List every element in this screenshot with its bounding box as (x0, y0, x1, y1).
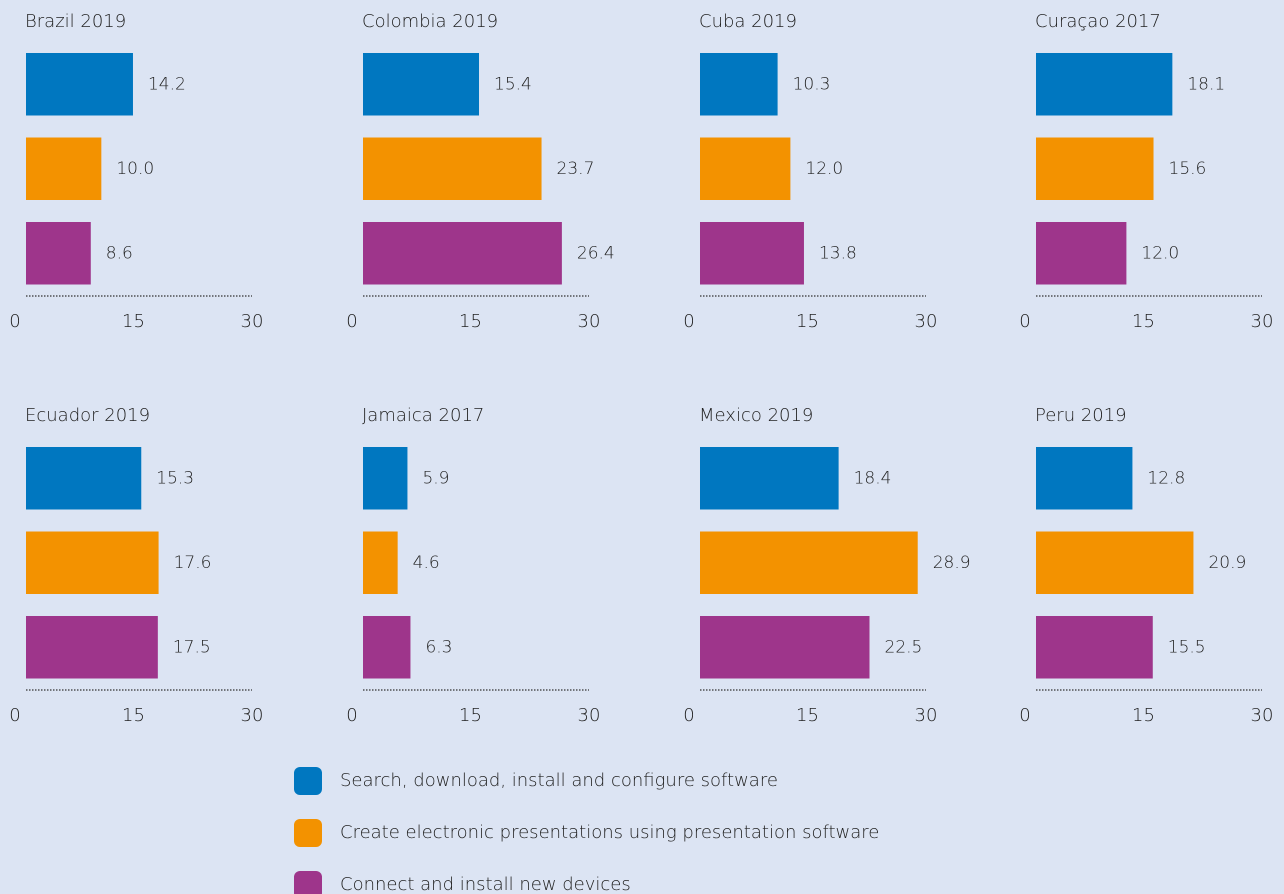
bar (26, 616, 158, 679)
bar (363, 616, 411, 679)
value-label: 26.4 (577, 243, 615, 263)
x-tick-label: 30 (578, 311, 601, 332)
legend-label: Search, download, install and configure … (340, 770, 778, 791)
x-tick-label: 30 (915, 311, 938, 332)
bar (1036, 531, 1194, 594)
bar (363, 447, 408, 510)
value-label: 28.9 (933, 553, 971, 573)
value-label: 12.0 (805, 159, 843, 179)
panel-title: Mexico 2019 (699, 405, 813, 426)
value-label: 15.4 (494, 74, 532, 94)
legend-label: Create electronic presentations using pr… (340, 822, 879, 843)
value-label: 17.6 (174, 553, 212, 573)
x-tick-label: 30 (241, 705, 264, 726)
value-label: 14.2 (148, 74, 186, 94)
panel-title: Curaçao 2017 (1035, 11, 1161, 32)
legend-swatch (294, 819, 322, 847)
x-tick-label: 15 (1132, 311, 1155, 332)
bar (26, 447, 142, 510)
value-label: 6.3 (425, 637, 452, 657)
panel-title: Peru 2019 (1035, 405, 1127, 426)
bar (1036, 447, 1133, 510)
bar (1036, 53, 1173, 116)
bar (1036, 616, 1153, 679)
bar (700, 531, 918, 594)
value-label: 4.6 (413, 553, 440, 573)
panel-title: Brazil 2019 (25, 11, 126, 32)
x-tick-label: 0 (683, 705, 694, 726)
legend-label: Connect and install new devices (340, 874, 631, 894)
x-tick-label: 0 (1019, 705, 1030, 726)
bar (363, 222, 562, 285)
x-tick-label: 0 (9, 705, 20, 726)
value-label: 12.8 (1147, 468, 1185, 488)
bar (700, 53, 778, 116)
bar (700, 222, 804, 285)
value-label: 17.5 (173, 637, 211, 657)
bar (700, 447, 839, 510)
value-label: 15.5 (1168, 637, 1206, 657)
legend-swatch (294, 871, 322, 894)
x-tick-label: 30 (1251, 705, 1274, 726)
bar (363, 137, 542, 200)
x-tick-label: 0 (9, 311, 20, 332)
value-label: 23.7 (557, 159, 595, 179)
value-label: 10.0 (116, 159, 154, 179)
x-tick-label: 30 (578, 705, 601, 726)
value-label: 12.0 (1141, 243, 1179, 263)
value-label: 18.4 (854, 468, 892, 488)
value-label: 5.9 (422, 468, 449, 488)
value-label: 22.5 (885, 637, 923, 657)
bar (363, 531, 398, 594)
x-tick-label: 30 (915, 705, 938, 726)
panel-title: Ecuador 2019 (25, 405, 150, 426)
x-tick-label: 30 (1251, 311, 1274, 332)
bar (26, 222, 91, 285)
bar (26, 531, 159, 594)
bar (1036, 137, 1154, 200)
x-tick-label: 30 (241, 311, 264, 332)
bar (363, 53, 480, 116)
bar (26, 53, 133, 116)
value-label: 15.6 (1169, 159, 1207, 179)
x-tick-label: 0 (1019, 311, 1030, 332)
x-tick-label: 15 (459, 311, 482, 332)
value-label: 15.3 (156, 468, 194, 488)
x-tick-label: 15 (459, 705, 482, 726)
x-tick-label: 15 (796, 705, 819, 726)
x-tick-label: 15 (1132, 705, 1155, 726)
bar (26, 137, 102, 200)
x-tick-label: 0 (346, 311, 357, 332)
value-label: 8.6 (106, 243, 133, 263)
bar (700, 616, 870, 679)
x-tick-label: 15 (122, 705, 145, 726)
panel-title: Jamaica 2017 (362, 405, 484, 426)
bar (1036, 222, 1127, 285)
value-label: 18.1 (1187, 74, 1225, 94)
x-tick-label: 0 (346, 705, 357, 726)
value-label: 10.3 (793, 74, 831, 94)
panel-title: Cuba 2019 (699, 11, 797, 32)
x-tick-label: 15 (796, 311, 819, 332)
value-label: 20.9 (1208, 553, 1246, 573)
value-label: 13.8 (819, 243, 857, 263)
x-tick-label: 0 (683, 311, 694, 332)
bar (700, 137, 791, 200)
panel-title: Colombia 2019 (362, 11, 498, 32)
x-tick-label: 15 (122, 311, 145, 332)
legend-swatch (294, 767, 322, 795)
